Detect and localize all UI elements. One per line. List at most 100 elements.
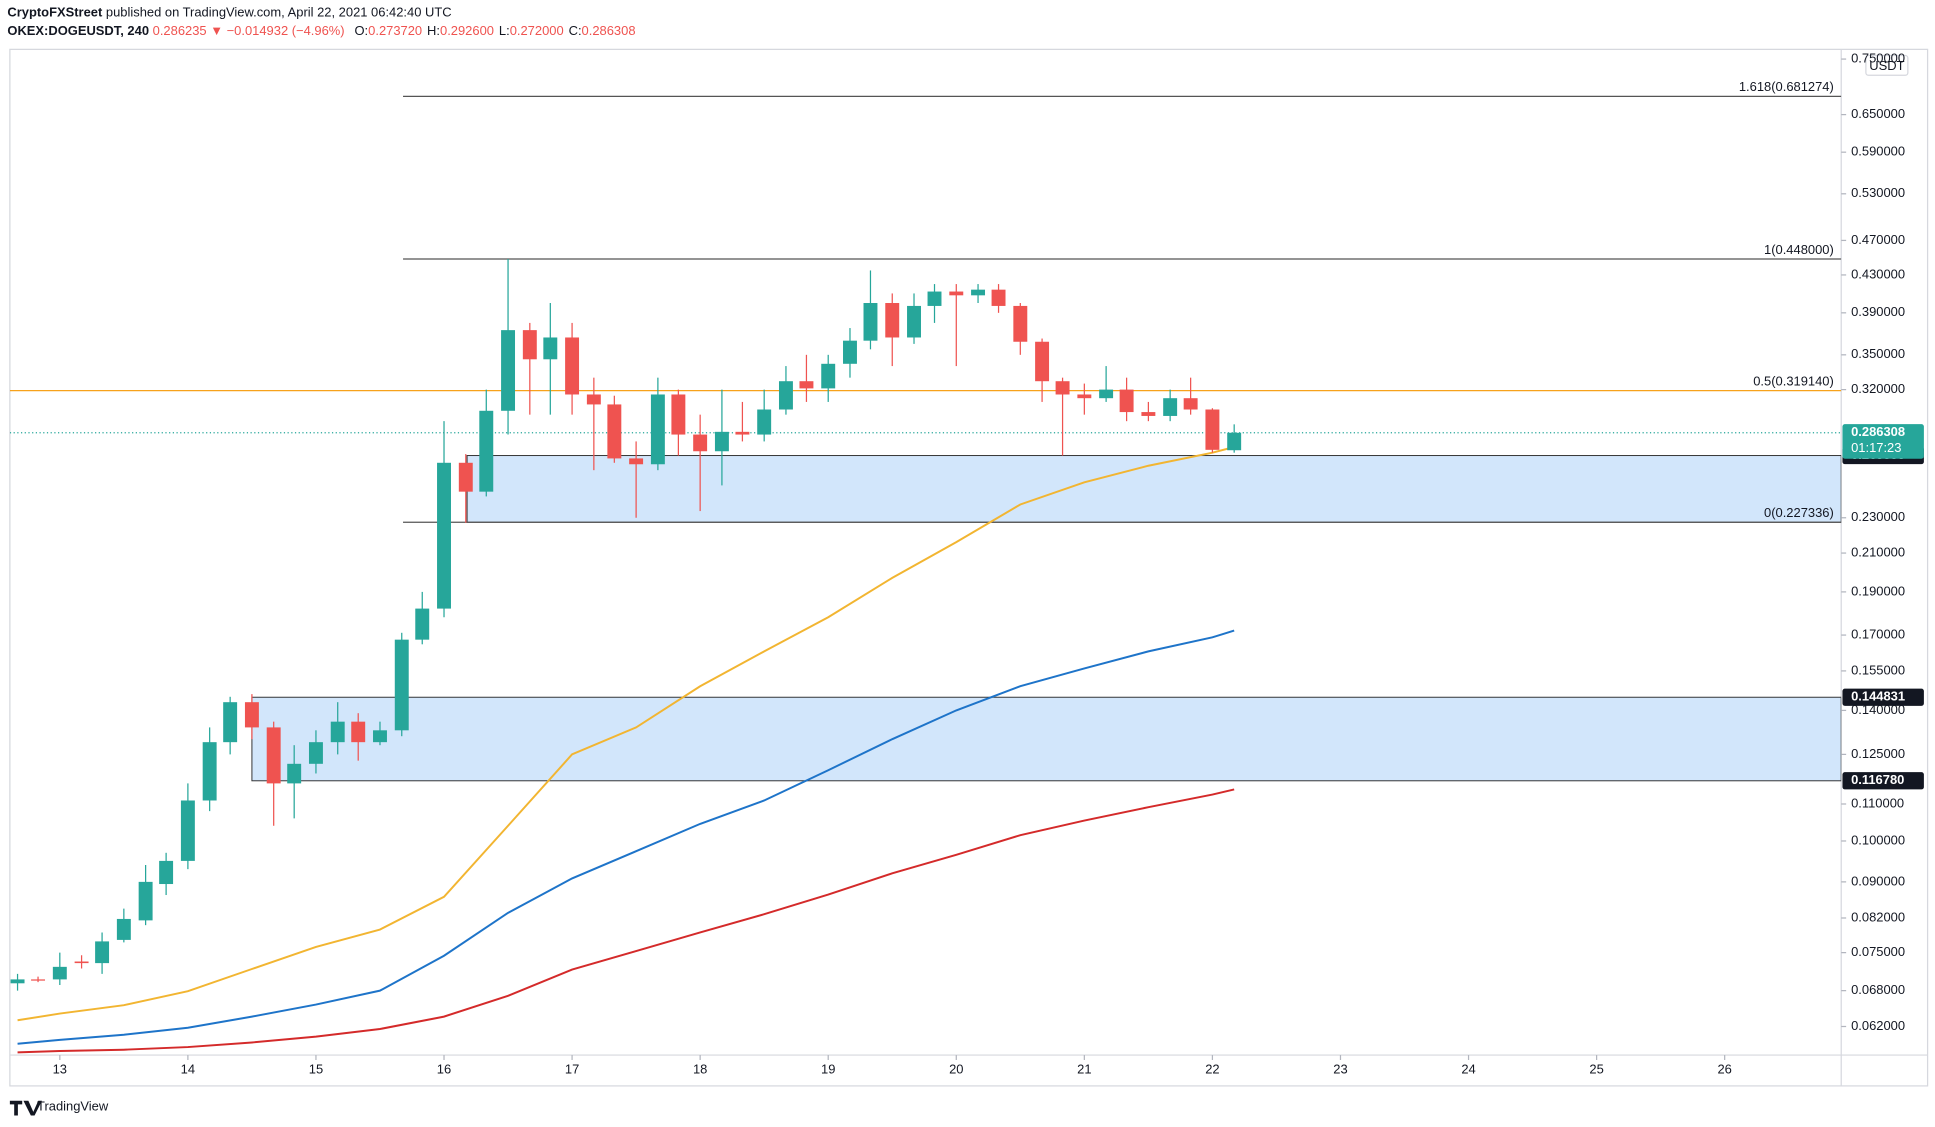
logo [9,1100,42,1116]
candle-body [907,305,921,338]
candle-body [458,462,473,492]
candle-body [1055,381,1070,395]
y-tick-label: 0.090000 [1851,873,1905,888]
quote-value: 0.292600 [440,24,494,39]
x-tick-label: 15 [309,1061,323,1076]
candle-body [650,394,665,465]
candle-body [949,291,964,296]
y-tick-label: 0.430000 [1851,266,1905,281]
y-tick-label: 0.170000 [1851,626,1905,641]
candle-body [159,860,174,885]
candle-body [180,800,195,861]
zone [466,455,1842,523]
y-tick-label: 0.110000 [1851,795,1904,810]
x-tick-label: 22 [1205,1061,1219,1076]
candle-body [1141,412,1156,416]
candle-body [821,363,836,389]
countdown-label: 01:17:23 [1851,440,1901,455]
price-tag [1842,772,1924,790]
candle-body [714,431,729,452]
x-tick-label: 23 [1333,1061,1347,1076]
candle-body [607,404,622,459]
candle-body [991,289,1006,306]
x-tick-label: 18 [693,1061,707,1076]
y-tick-label: 0.650000 [1851,106,1905,121]
y-tick-label: 0.190000 [1851,583,1905,598]
candle-body [116,918,131,940]
watermark-label: TradingView [37,1098,109,1113]
candle-body [1013,305,1028,342]
publisher: CryptoFXStreet [7,5,103,20]
candle-body [31,979,46,981]
header-line: CryptoFXStreet published on TradingView.… [7,5,451,20]
quote-value: 0.286308 [582,24,636,39]
y-tick-label: 0.350000 [1851,346,1905,361]
candle-body [1163,398,1178,416]
candle-body [1205,409,1220,450]
candle-body [863,303,878,341]
candle-body [1119,389,1134,413]
candle-body [223,702,238,743]
last-price-tag [1842,424,1924,459]
candle-body [843,340,857,364]
candle-body [351,721,366,743]
y-tick-label: 0.155000 [1851,662,1905,677]
y-tick-label: 0.230000 [1851,509,1905,524]
price-tag [1842,688,1924,706]
price-tag-label: 0.116780 [1851,772,1904,787]
quote-value: 0.272000 [510,24,564,39]
quote-key: C: [569,24,582,39]
candle-body [693,434,708,452]
y-tick-label: 0.750000 [1851,50,1905,65]
candle-body [308,742,323,764]
y-tick-label: 0.320000 [1851,381,1905,396]
price-tag-label: 0.144831 [1851,689,1905,704]
candle-body [671,394,686,435]
watermark: TradingView [9,1098,109,1116]
x-tick-label: 13 [53,1061,67,1076]
candle-body [971,289,986,296]
x-tick-label: 17 [565,1061,579,1076]
candle-body [415,608,430,640]
moving-average [17,446,1235,1022]
candle-body [437,462,451,609]
x-tick-label: 14 [181,1061,195,1076]
candle-body [1077,394,1092,399]
y-tick-label: 0.075000 [1851,944,1905,959]
last-quote: 0.286235 [153,24,207,39]
x-tick-label: 24 [1461,1061,1475,1076]
candle-body [95,941,110,964]
candle-body [10,979,25,984]
quote-value: 0.273720 [368,24,422,39]
candle-body [394,639,409,731]
candle-body [885,303,900,338]
fib-level-label: 1(0.448000) [1764,242,1834,257]
candle-body [202,742,217,801]
fib-level-label: 0.5(0.319140) [1753,373,1834,388]
candle-body [373,730,387,743]
candle-body [244,702,259,728]
candle-body [1035,341,1050,382]
x-tick-label: 26 [1717,1061,1731,1076]
moving-average [17,788,1235,1054]
candle-body [586,394,601,405]
candle-body [52,966,67,980]
candle-body [757,409,772,435]
candle-body [479,410,494,492]
candle-body [330,721,345,743]
candle-body [778,381,793,410]
x-tick-label: 20 [949,1061,963,1076]
candle-body [1183,398,1198,410]
candle-body [927,291,942,306]
y-tick-label: 0.210000 [1851,544,1905,559]
symbol: OKEX:DOGEUSDT, 240 [7,24,149,39]
x-tick-label: 21 [1077,1061,1091,1076]
y-tick-label: 0.125000 [1851,746,1905,761]
quote-key: O: [354,24,368,39]
y-tick-label: 0.390000 [1851,304,1905,319]
header-line: OKEX:DOGEUSDT, 240 0.286235 ▼ −0.014932 … [7,24,635,39]
candle-body [522,330,537,360]
candle-body [629,458,644,465]
fib-level-label: 0(0.227336) [1764,505,1834,520]
y-tick-label: 0.068000 [1851,982,1905,997]
